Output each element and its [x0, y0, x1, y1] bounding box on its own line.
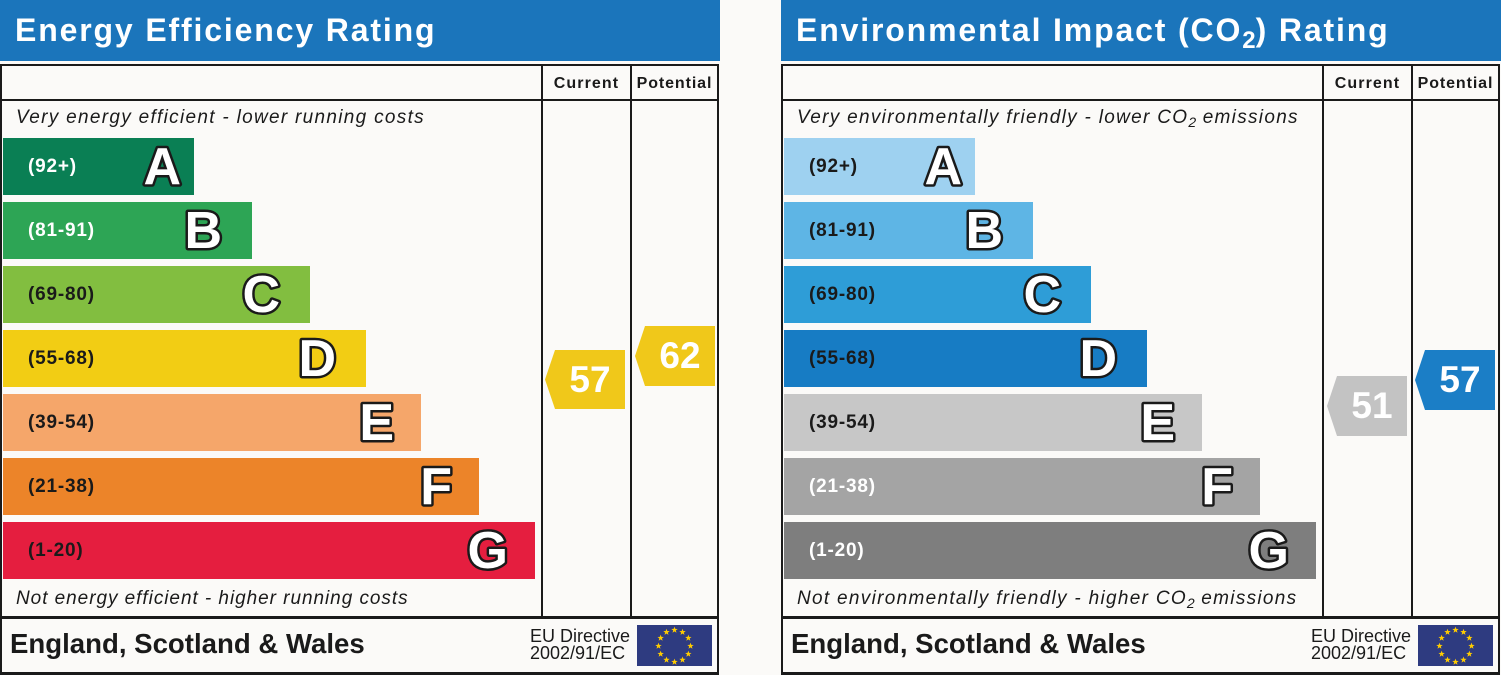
svg-text:F: F — [420, 458, 452, 515]
svg-text:B: B — [965, 202, 1003, 259]
svg-text:B: B — [184, 202, 222, 259]
svg-text:F: F — [1201, 458, 1233, 515]
svg-text:D: D — [1079, 330, 1117, 387]
svg-text:A: A — [143, 138, 181, 195]
svg-text:D: D — [298, 330, 336, 387]
svg-text:C: C — [1023, 266, 1061, 323]
svg-text:G: G — [1249, 522, 1289, 579]
svg-text:E: E — [1140, 394, 1175, 451]
svg-text:C: C — [242, 266, 280, 323]
svg-text:A: A — [924, 138, 962, 195]
svg-text:G: G — [468, 522, 508, 579]
svg-text:E: E — [359, 394, 394, 451]
